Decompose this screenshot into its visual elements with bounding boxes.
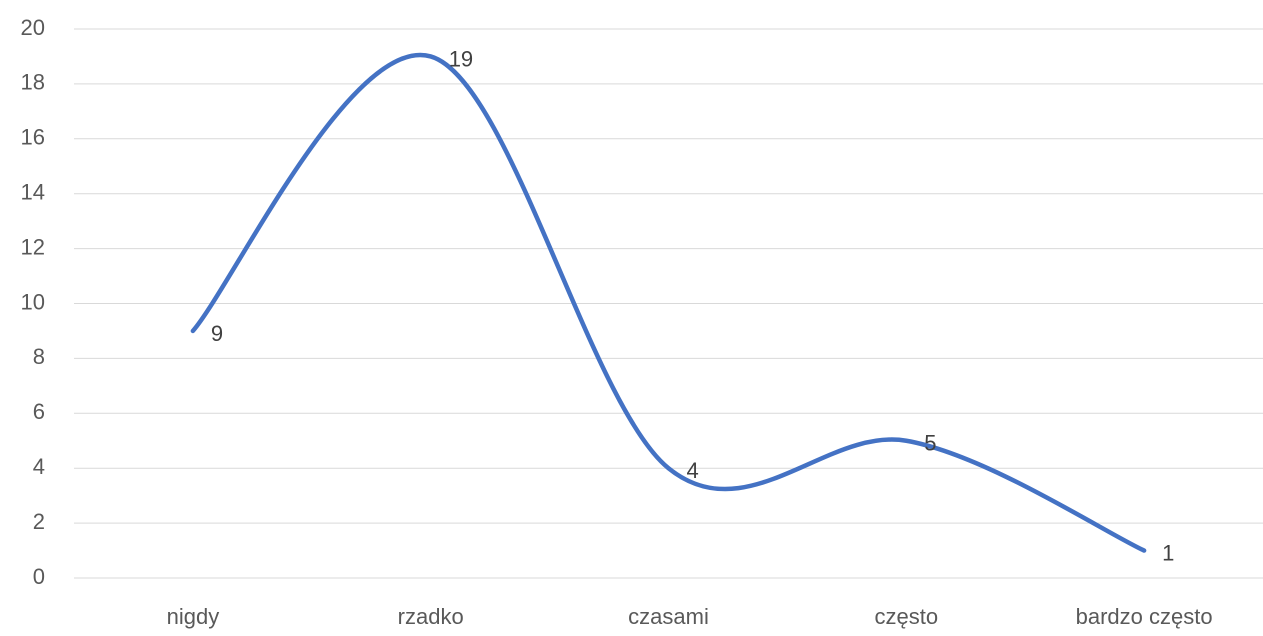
x-tick-label: bardzo często — [1076, 604, 1213, 629]
data-label: 4 — [687, 458, 699, 483]
y-tick-label: 0 — [33, 564, 45, 589]
y-tick-label: 18 — [21, 70, 45, 95]
data-label: 1 — [1162, 540, 1174, 565]
y-tick-label: 12 — [21, 234, 45, 259]
y-tick-label: 4 — [33, 454, 45, 479]
x-tick-label: nigdy — [167, 604, 220, 629]
x-tick-label: czasami — [628, 604, 709, 629]
y-tick-label: 20 — [21, 15, 45, 40]
data-label: 5 — [924, 431, 936, 456]
x-tick-label: często — [875, 604, 939, 629]
y-tick-label: 10 — [21, 289, 45, 314]
data-label: 19 — [449, 46, 473, 71]
x-tick-label: rzadko — [398, 604, 464, 629]
y-tick-label: 8 — [33, 344, 45, 369]
y-tick-label: 2 — [33, 509, 45, 534]
y-tick-label: 14 — [21, 180, 45, 205]
data-label: 9 — [211, 321, 223, 346]
y-tick-label: 16 — [21, 125, 45, 150]
y-tick-label: 6 — [33, 399, 45, 424]
line — [190, 52, 1147, 553]
